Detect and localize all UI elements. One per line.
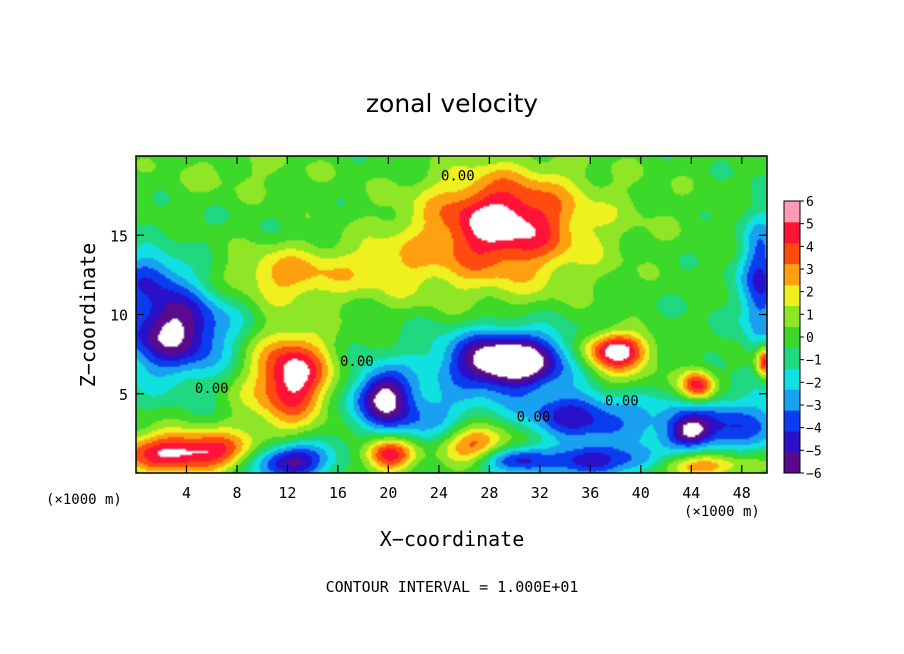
colorbar-tick-label: 0	[806, 331, 814, 346]
colorbar-tick-label: 1	[806, 308, 814, 323]
x-unit-right: (×1000 m)	[684, 504, 760, 520]
colorbar-tick-label: −4	[806, 422, 822, 437]
colorbar-segment	[784, 201, 800, 223]
colorbar-tick-label: −1	[806, 354, 822, 369]
contour-label: 0.00	[605, 394, 639, 410]
x-tick-label: 32	[531, 484, 549, 502]
y-axis-ticks: 5 10 15	[110, 227, 767, 404]
x-unit-left: (×1000 m)	[46, 492, 122, 508]
colorbar-segment	[784, 305, 800, 327]
x-tick-label: 44	[682, 484, 700, 502]
colorbar-segment	[784, 221, 800, 244]
colorbar-tick-label: 3	[806, 263, 814, 278]
colorbar-tick-label: 4	[806, 240, 814, 255]
colorbar-segment	[784, 389, 800, 411]
colorbar-tick-label: −3	[806, 399, 822, 414]
y-tick-label: 5	[119, 386, 128, 404]
colorbar-segment	[784, 452, 800, 474]
contour-labels: 0.00 0.00 0.00 0.00 0.00	[195, 169, 639, 426]
colorbar-tick-label: 2	[806, 286, 814, 301]
colorbar-tick-label: −2	[806, 376, 822, 391]
x-tick-label: 48	[733, 484, 751, 502]
colorbar-segment	[784, 284, 800, 307]
y-axis-label: Z−coordinate	[76, 243, 100, 388]
x-axis-ticks: 4 8 12 16 20 24 28 32 36 40 44 48	[182, 156, 751, 502]
chart-title: zonal velocity	[366, 89, 538, 118]
x-tick-label: 40	[632, 484, 650, 502]
colorbar: 6 5 4 3 2 1 0 −1 −2 −3 −4 −5 −6	[783, 195, 822, 482]
colorbar-tick-label: 5	[806, 218, 814, 233]
plot-area: 0.000.000.000.000.00 4 8 12 16 20 24 28 32 36 40 4…	[110, 155, 768, 502]
heatmap-field	[136, 156, 767, 473]
colorbar-segment	[784, 368, 800, 390]
y-tick-label: 10	[110, 307, 128, 325]
y-tick-label: 15	[110, 227, 128, 245]
colorbar-tick-label: −6	[806, 467, 822, 482]
x-tick-label: 28	[480, 484, 498, 502]
colorbar-segment	[784, 410, 800, 432]
colorbar-segment	[784, 347, 800, 369]
colorbar-segment	[784, 263, 800, 286]
x-tick-label: 24	[430, 484, 448, 502]
colorbar-tick-label: −5	[806, 444, 822, 459]
x-tick-label: 36	[581, 484, 599, 502]
contour-label: 0.00	[441, 169, 475, 185]
contour-label: 0.00	[340, 354, 374, 370]
x-tick-label: 16	[329, 484, 347, 502]
colorbar-segment	[784, 431, 800, 453]
x-tick-label: 8	[232, 484, 241, 502]
colorbar-tick-label: 6	[806, 195, 814, 210]
colorbar-segment	[784, 242, 800, 265]
contour-label: 0.00	[195, 381, 229, 397]
contour-label: 0.00	[517, 410, 551, 426]
x-tick-label: 12	[278, 484, 296, 502]
x-tick-label: 20	[379, 484, 397, 502]
contour-interval-note: CONTOUR INTERVAL = 1.000E+01	[326, 578, 579, 596]
x-tick-label: 4	[182, 484, 191, 502]
x-axis-label: X−coordinate	[380, 527, 525, 551]
colorbar-segment	[784, 326, 800, 348]
